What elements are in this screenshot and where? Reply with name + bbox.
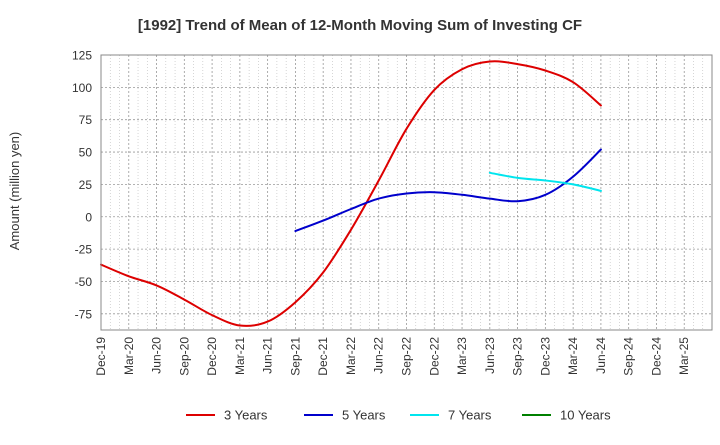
x-tick-label: Mar-22 bbox=[344, 337, 358, 375]
legend-label-5-years: 5 Years bbox=[342, 408, 386, 423]
x-tick-label: Sep-23 bbox=[511, 337, 525, 376]
x-tick-label: Mar-21 bbox=[233, 337, 247, 375]
x-tick-label: Jun-23 bbox=[483, 337, 497, 374]
x-tick-label: Dec-24 bbox=[649, 337, 663, 376]
y-tick-label: 50 bbox=[79, 146, 93, 160]
y-axis-label: Amount (million yen) bbox=[7, 132, 22, 251]
y-tick-label: -75 bbox=[75, 307, 93, 321]
y-tick-label: 0 bbox=[85, 210, 92, 224]
chart-legend: 3 Years 5 Years 7 Years 10 Years bbox=[186, 408, 611, 423]
x-tick-label: Dec-20 bbox=[205, 337, 219, 376]
x-tick-label: Sep-20 bbox=[177, 337, 191, 376]
series-line-3-years bbox=[100, 60, 602, 327]
x-tick-label: Sep-21 bbox=[288, 337, 302, 376]
chart-title: [1992] Trend of Mean of 12-Month Moving … bbox=[138, 17, 582, 34]
x-tick-label: Mar-20 bbox=[122, 337, 136, 375]
series-lines bbox=[100, 60, 602, 327]
y-tick-label: 100 bbox=[72, 81, 92, 95]
x-tick-label: Dec-22 bbox=[427, 337, 441, 376]
x-tick-label: Dec-21 bbox=[316, 337, 330, 376]
legend-label-3-years: 3 Years bbox=[224, 408, 268, 423]
x-tick-label: Sep-24 bbox=[622, 337, 636, 376]
legend-label-10-years: 10 Years bbox=[560, 408, 611, 423]
y-tick-label: -25 bbox=[75, 243, 93, 257]
x-tick-label: Jun-21 bbox=[261, 337, 275, 374]
x-tick-label: Jun-24 bbox=[594, 337, 608, 374]
series-line-5-years bbox=[294, 148, 602, 232]
legend-label-7-years: 7 Years bbox=[448, 408, 492, 423]
y-tick-label: 75 bbox=[79, 113, 93, 127]
y-tick-label: 25 bbox=[79, 178, 93, 192]
x-tick-label: Jun-20 bbox=[150, 337, 164, 374]
x-tick-label: Mar-24 bbox=[566, 337, 580, 375]
plot-area-frame bbox=[100, 54, 713, 331]
y-tick-label: 125 bbox=[72, 49, 92, 63]
x-tick-label: Jun-22 bbox=[372, 337, 386, 374]
x-tick-label: Mar-25 bbox=[677, 337, 691, 375]
x-axis-ticks: Dec-19 Mar-20 Jun-20 Sep-20 Dec-20 Mar-21 Jun-… bbox=[94, 337, 691, 376]
grid-lines bbox=[101, 54, 712, 330]
series-line-7-years bbox=[488, 171, 602, 192]
y-axis-ticks: 125 100 75 50 25 0 -25 -50 -75 bbox=[72, 49, 92, 322]
x-tick-label: Dec-19 bbox=[94, 337, 108, 376]
x-tick-label: Mar-23 bbox=[455, 337, 469, 375]
y-tick-label: -50 bbox=[75, 275, 93, 289]
x-tick-label: Dec-23 bbox=[538, 337, 552, 376]
x-tick-label: Sep-22 bbox=[400, 337, 414, 376]
